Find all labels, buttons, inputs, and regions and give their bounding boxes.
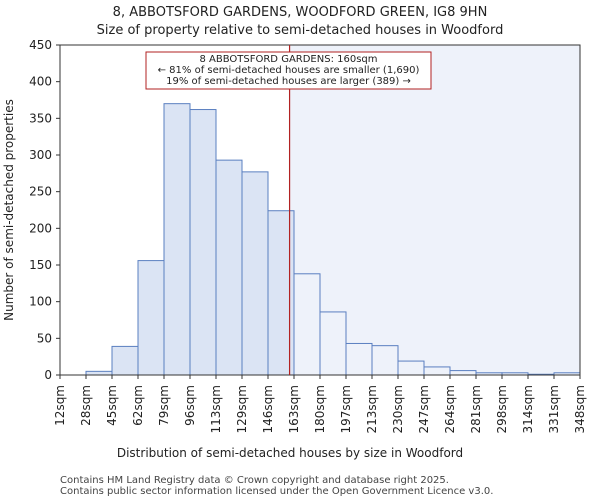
bar-264sqm (449, 370, 477, 376)
x-tick-label: 79sqm (157, 385, 171, 426)
chart-title: 8, ABBOTSFORD GARDENS, WOODFORD GREEN, I… (113, 5, 488, 20)
bar-230sqm (397, 360, 425, 376)
y-tick-label: 50 (37, 331, 52, 345)
x-axis-label: Distribution of semi-detached houses by … (117, 446, 463, 460)
x-tick-label: 129sqm (235, 385, 249, 433)
bar-213sqm (371, 345, 399, 376)
y-axis-label: Number of semi-detached properties (2, 99, 16, 321)
x-tick-label: 247sqm (417, 385, 431, 433)
bar-113sqm (215, 159, 243, 376)
y-tick-label: 350 (29, 111, 52, 125)
x-tick-label: 180sqm (313, 385, 327, 433)
x-tick-label: 331sqm (547, 385, 561, 433)
annotation-line2: ← 81% of semi-detached houses are smalle… (158, 65, 420, 76)
annotation-line3: 19% of semi-detached houses are larger (… (166, 76, 411, 87)
annotation-box (145, 51, 432, 90)
x-tick-label: 28sqm (79, 385, 93, 426)
x-tick-label: 62sqm (131, 385, 145, 426)
x-tick-label: 45sqm (105, 385, 119, 426)
y-tick-label: 250 (29, 185, 52, 199)
x-tick-label: 96sqm (183, 385, 197, 426)
y-tick-label: 150 (29, 258, 52, 272)
y-tick-label: 200 (29, 221, 52, 235)
footer-line-1: Contains HM Land Registry data © Crown c… (60, 475, 449, 486)
x-tick-label: 12sqm (53, 385, 67, 426)
plot-area: 0 50 100 150 200 250 300 350 400 450 12sqm 28sqm 45s… (29, 38, 587, 433)
chart-subtitle: Size of property relative to semi-detach… (97, 23, 504, 38)
footer-line-2: Contains public sector information licen… (60, 486, 493, 497)
y-tick-label: 450 (29, 38, 52, 52)
x-tick-label: 213sqm (365, 385, 379, 433)
bar-163sqm (293, 273, 321, 376)
bar-129sqm (241, 171, 269, 376)
x-tick-label: 298sqm (495, 385, 509, 433)
y-tick-label: 300 (29, 148, 52, 162)
x-tick-label: 314sqm (521, 385, 535, 433)
bar-62sqm (137, 260, 165, 376)
bar-28sqm (85, 370, 113, 376)
x-tick-label: 348sqm (573, 385, 587, 433)
x-tick-label: 163sqm (287, 385, 301, 433)
bar-247sqm (423, 366, 451, 376)
bar-180sqm (319, 311, 347, 376)
x-tick-label: 197sqm (339, 385, 353, 433)
bar-45sqm (111, 345, 139, 376)
x-tick-label: 281sqm (469, 385, 483, 433)
x-tick-label: 264sqm (443, 385, 457, 433)
y-tick-label: 400 (29, 75, 52, 89)
bar-79sqm (163, 103, 191, 376)
annotation-line1: 8 ABBOTSFORD GARDENS: 160sqm (199, 54, 377, 65)
y-tick-label: 0 (44, 368, 52, 382)
x-tick-label: 113sqm (209, 385, 223, 433)
x-tick-label: 146sqm (261, 385, 275, 433)
bar-197sqm (345, 342, 373, 376)
bar-96sqm (189, 109, 217, 376)
x-tick-label: 230sqm (391, 385, 405, 433)
y-tick-label: 100 (29, 295, 52, 309)
